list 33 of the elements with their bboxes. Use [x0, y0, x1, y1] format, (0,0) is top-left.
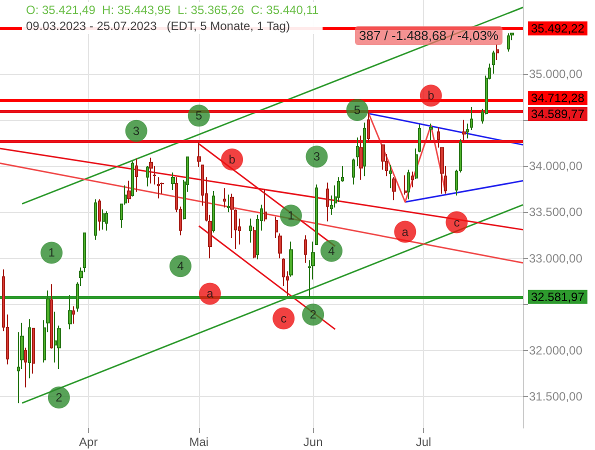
annotation: b	[428, 88, 435, 103]
ref-line-label: 34.589,77	[531, 106, 585, 121]
x-tick-label: Jul	[416, 435, 432, 449]
chart-title: O: 35.421,49 H: 35.443,95 L: 35.365,26 C: 35.440,11	[26, 3, 319, 17]
annotation: 5	[354, 102, 361, 117]
ref-line-label: 34.712,28	[531, 90, 585, 105]
y-tick-label: 31.500,00	[529, 390, 583, 404]
annotation: 2	[56, 390, 63, 404]
y-tick-label: 33.000,00	[529, 251, 583, 266]
x-tick-label: Apr	[79, 435, 98, 449]
annotation: 1	[48, 246, 56, 260]
annotation: 4	[328, 244, 336, 258]
x-tick-label: Mai	[189, 435, 209, 449]
annotation: a	[206, 286, 214, 301]
annotation: 3	[132, 124, 140, 138]
annotation: 2	[310, 308, 317, 322]
annotation: 387 / -1.488,68 / -4,03%	[359, 28, 499, 43]
y-tick-label: 35.000,00	[529, 66, 583, 81]
text: 09.03.2023 - 25.07.2023 (EDT, 5 Monate, 1 Tag)	[26, 19, 290, 33]
y-tick-label: 34.000,00	[529, 159, 583, 174]
ref-line-label: 35.492,22	[531, 21, 585, 36]
x-tick-label: Jun	[303, 435, 323, 449]
annotation: c	[454, 215, 460, 230]
annotation: 5	[196, 108, 203, 123]
ref-line-label: 32.581,97	[531, 290, 585, 304]
y-tick-label: 33.500,00	[529, 205, 583, 220]
annotation: 1	[288, 208, 295, 223]
annotation: c	[280, 311, 287, 326]
annotation: 4	[177, 259, 184, 274]
annotation: a	[402, 224, 409, 239]
annotation: b	[228, 152, 236, 166]
annotation: 3	[313, 150, 320, 164]
y-tick-label: 32.000,00	[529, 344, 583, 358]
